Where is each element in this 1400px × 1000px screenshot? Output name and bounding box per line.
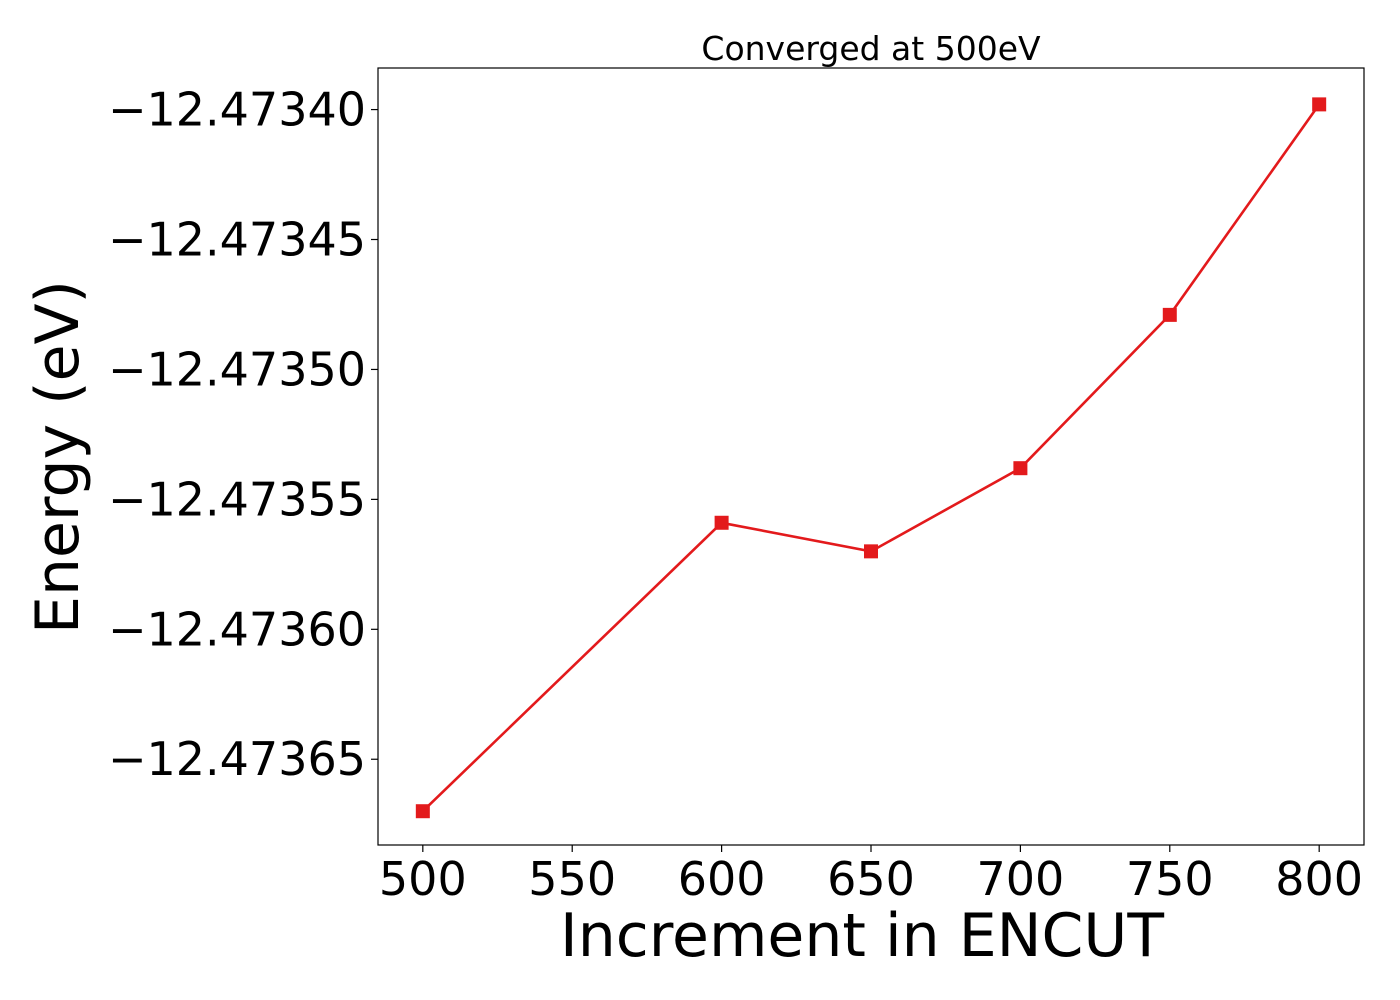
y-tick-label: −12.47360 [108, 602, 366, 656]
x-tick-label: 700 [976, 852, 1064, 906]
data-point-marker [714, 515, 729, 530]
x-axis: 500 550 600 650 700 750 800 [379, 845, 1363, 906]
plot-area-frame [377, 67, 1365, 846]
x-axis-label: Increment in ENCUT [560, 901, 1164, 971]
chart-title: Converged at 500eV [701, 29, 1041, 68]
y-axis-label: Energy (eV) [23, 280, 93, 634]
data-point-marker [1013, 461, 1028, 476]
y-tick-label: −12.47365 [108, 732, 366, 786]
data-point-marker [864, 544, 878, 559]
y-tick-label: −12.47345 [108, 213, 366, 267]
series-layer [415, 97, 1327, 819]
x-tick-label: 800 [1275, 852, 1363, 906]
x-tick-label: 650 [827, 852, 915, 906]
y-tick-label: −12.47340 [108, 83, 366, 137]
data-point-marker [1162, 307, 1177, 322]
x-tick-label: 550 [528, 852, 616, 906]
x-tick-label: 750 [1126, 852, 1214, 906]
x-tick-label: 600 [678, 852, 766, 906]
series-line [421, 103, 1321, 813]
y-tick-label: −12.47355 [108, 472, 366, 526]
y-axis: −12.47365 −12.47360 −12.47355 −12.47350 −12.… [108, 83, 378, 786]
data-point-marker [1312, 97, 1327, 112]
y-tick-label: −12.47350 [108, 342, 366, 396]
x-tick-label: 500 [379, 852, 467, 906]
data-point-marker [415, 804, 430, 819]
